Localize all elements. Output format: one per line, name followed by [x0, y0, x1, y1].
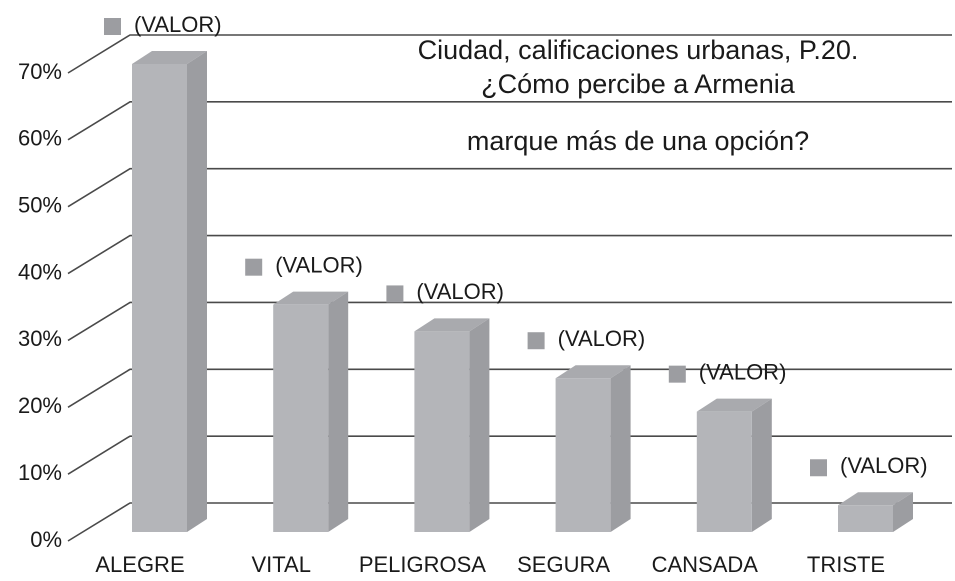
x-tick-label: VITAL: [251, 552, 311, 577]
y-tick-label: 0%: [30, 527, 62, 552]
bar-top: [132, 51, 207, 64]
x-tick-label: TRISTE: [807, 552, 885, 577]
value-label: (VALOR): [558, 326, 646, 351]
grid-line: [67, 34, 952, 74]
bar-side: [187, 51, 207, 532]
y-tick-label: 50%: [18, 193, 62, 218]
chart-title: ¿Cómo percibe a Armenia: [481, 69, 796, 99]
bar: [132, 64, 187, 532]
bar-side: [893, 492, 913, 532]
x-tick-label: CANSADA: [652, 552, 759, 577]
x-tick-label: PELIGROSA: [359, 552, 486, 577]
value-label-key: [668, 365, 686, 383]
value-label: (VALOR): [840, 453, 928, 478]
bar-side: [751, 398, 772, 532]
y-tick-label: 10%: [18, 460, 62, 485]
x-tick-label: SEGURA: [517, 552, 610, 577]
bar-top: [273, 291, 349, 305]
grid-line: [67, 502, 952, 542]
bar-side: [328, 291, 349, 532]
bar: [273, 304, 329, 532]
bar: [696, 411, 752, 532]
bar: [414, 331, 470, 532]
y-tick-label: 20%: [18, 393, 62, 418]
value-label-key: [104, 18, 121, 35]
value-label-key: [245, 258, 263, 276]
grid-line: [67, 234, 952, 275]
bar-top: [696, 398, 772, 412]
value-label: (VALOR): [275, 252, 363, 277]
bar-top: [838, 492, 913, 506]
value-label: (VALOR): [134, 12, 222, 37]
bar-top: [555, 365, 631, 379]
bar: [838, 505, 893, 532]
bar-top: [414, 318, 490, 332]
grid-line: [67, 167, 952, 208]
bar-side: [469, 318, 490, 532]
value-label-key: [810, 459, 827, 477]
y-tick-label: 60%: [18, 126, 62, 151]
value-label-key: [386, 285, 404, 303]
x-tick-label: ALEGRE: [95, 552, 184, 577]
value-label: (VALOR): [416, 279, 504, 304]
bar: [555, 378, 611, 532]
grid-line: [67, 435, 952, 475]
grid-line: [67, 101, 952, 141]
bar-side: [610, 365, 631, 532]
y-tick-label: 70%: [18, 59, 62, 84]
y-tick-label: 30%: [18, 326, 62, 351]
y-tick-label: 40%: [18, 259, 62, 284]
chart-title: marque más de una opción?: [467, 126, 809, 156]
value-label: (VALOR): [699, 359, 787, 384]
value-label-key: [527, 332, 545, 350]
chart-title: Ciudad, calificaciones urbanas, P.20.: [418, 35, 859, 65]
grid-line: [67, 301, 952, 342]
